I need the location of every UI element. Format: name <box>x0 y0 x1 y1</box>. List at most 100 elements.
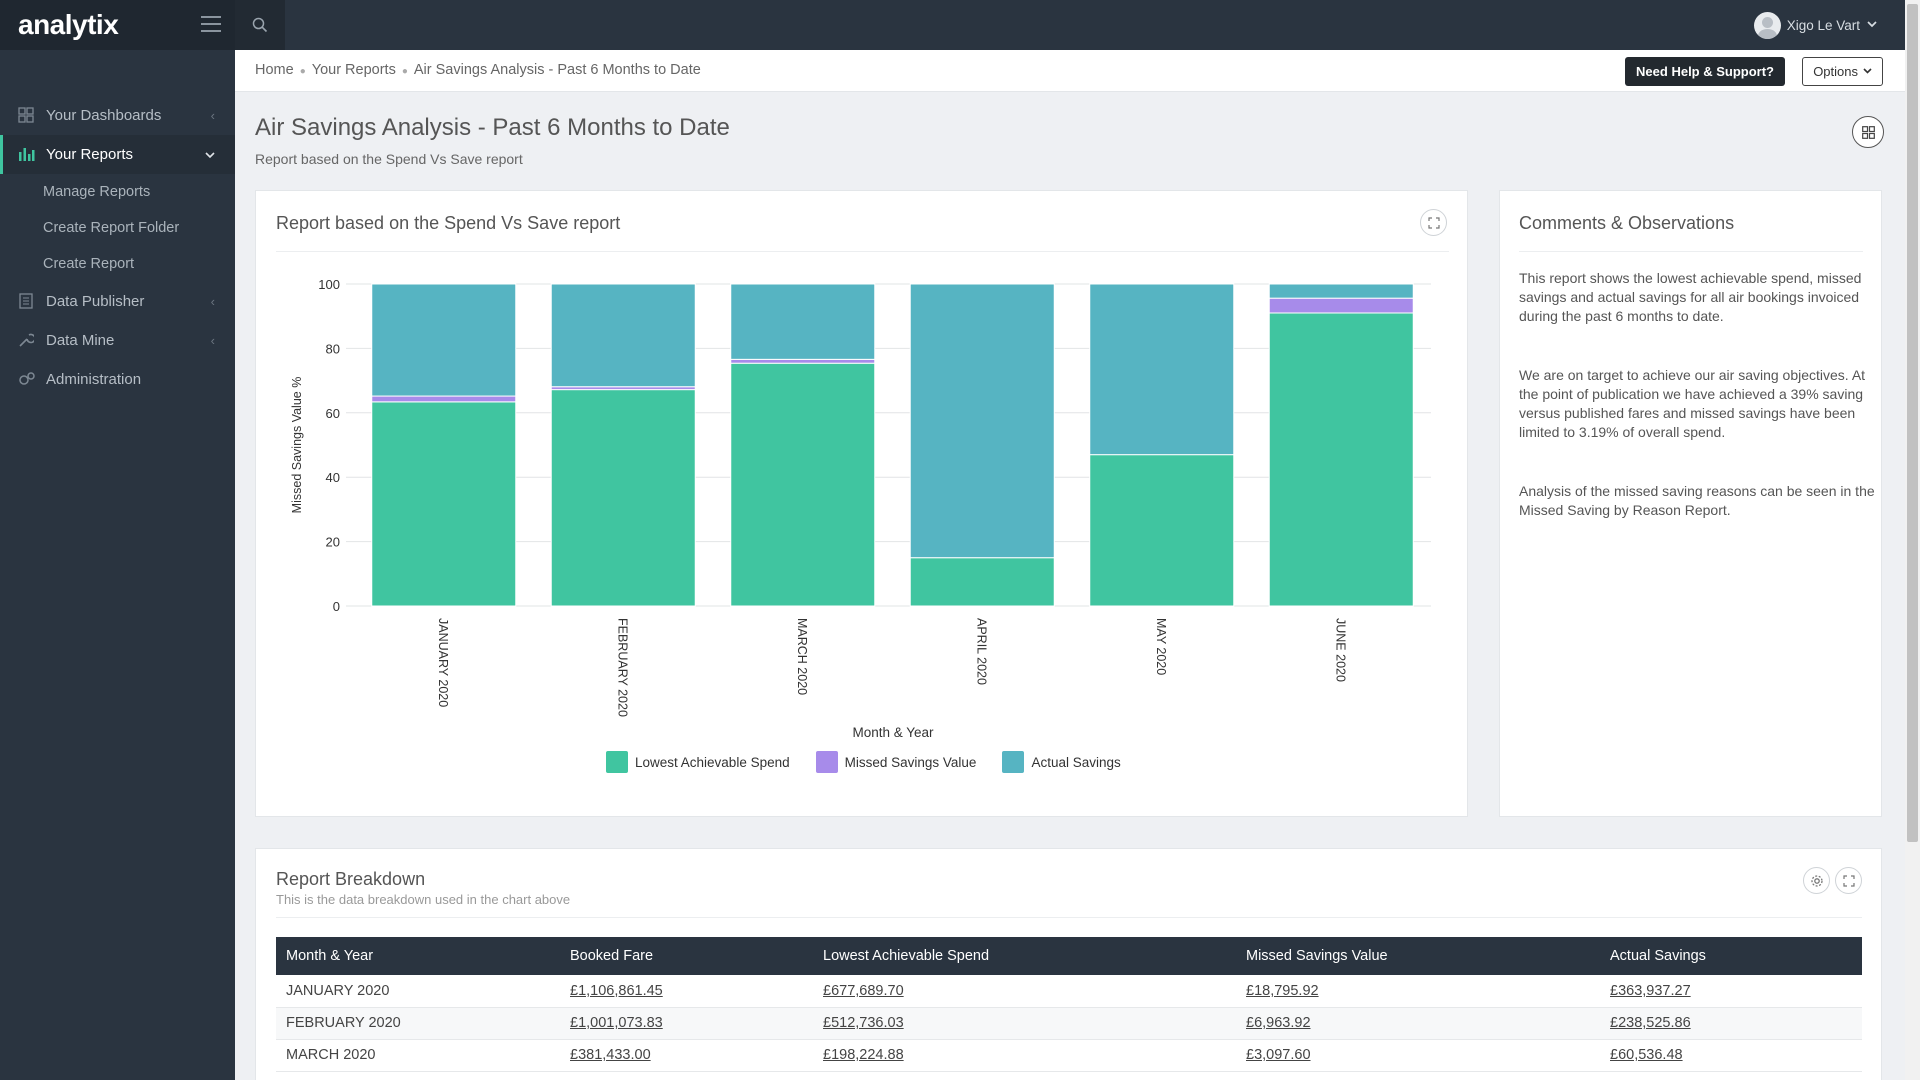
table-header-row: Month & Year Booked Fare Lowest Achievab… <box>276 937 1862 975</box>
bar-segment <box>909 283 1055 559</box>
user-menu[interactable]: Xigo Le Vart <box>1753 12 1877 39</box>
sidebar-item-data-mine[interactable]: Data Mine ‹ <box>0 321 235 360</box>
sidebar-item-your-dashboards[interactable]: Your Dashboards ‹ <box>0 96 235 135</box>
table-row: FEBRUARY 2020 £1,001,073.83 £512,736.03 … <box>276 1007 1862 1040</box>
page-scrollbar[interactable] <box>1905 0 1920 1080</box>
breadcrumb-current: Air Savings Analysis - Past 6 Months to … <box>413 62 701 78</box>
legend-item[interactable]: Actual Savings <box>1002 751 1121 773</box>
top-bar: Xigo Le Vart <box>235 0 1905 50</box>
comment-paragraph: This report shows the lowest achievable … <box>1519 270 1862 324</box>
x-tick-label: JANUARY 2020 <box>436 618 450 707</box>
breadcrumb-your-reports[interactable]: Your Reports <box>311 62 396 78</box>
panel-divider <box>276 917 1862 918</box>
chevron-left-icon: ‹ <box>210 294 215 309</box>
legend-label: Missed Savings Value <box>844 754 977 770</box>
legend-label: Actual Savings <box>1031 754 1121 770</box>
legend-item[interactable]: Missed Savings Value <box>815 751 977 773</box>
y-tick-label: 80 <box>326 341 340 356</box>
legend-swatch <box>815 751 838 773</box>
sidebar-nav: Your Dashboards ‹ Your Reports Manage Re… <box>0 96 235 399</box>
options-button[interactable]: Options <box>1802 57 1883 86</box>
scrollbar-thumb[interactable] <box>1907 4 1918 842</box>
sidebar-subitem-create-report-folder[interactable]: Create Report Folder <box>43 220 180 236</box>
search-icon <box>252 17 268 33</box>
expand-icon <box>1427 216 1440 229</box>
table-cell-link[interactable]: £1,106,861.45 <box>560 975 813 1008</box>
column-header[interactable]: Missed Savings Value <box>1236 937 1600 975</box>
table-cell-link[interactable]: £6,963.92 <box>1236 1007 1600 1040</box>
breadcrumb-separator: ● <box>299 66 306 77</box>
breakdown-table: Month & Year Booked Fare Lowest Achievab… <box>276 937 1862 1072</box>
comments-text: This report shows the lowest achievable … <box>1519 269 1879 560</box>
breadcrumb-home[interactable]: Home <box>255 62 294 78</box>
wrench-icon <box>18 332 36 350</box>
bar-segment <box>371 401 517 607</box>
user-name: Xigo Le Vart <box>1786 18 1860 33</box>
table-cell-link[interactable]: £238,525.86 <box>1600 1007 1862 1040</box>
expand-table-button[interactable] <box>1835 867 1862 894</box>
table-cell: JANUARY 2020 <box>276 975 560 1008</box>
y-tick-label: 40 <box>326 470 340 485</box>
expand-chart-button[interactable] <box>1420 209 1447 236</box>
chevron-left-icon: ‹ <box>210 108 215 123</box>
table-cell: MARCH 2020 <box>276 1039 560 1072</box>
sidebar-subitem-create-report[interactable]: Create Report <box>43 256 135 272</box>
panel-divider <box>1519 251 1863 252</box>
breadcrumb-separator: ● <box>401 66 408 77</box>
stacked-bar-chart: 0 20 40 60 80 100 JANUARY 2020 FEBRUARY 2020 MAR… <box>290 277 1431 740</box>
column-header[interactable]: Booked Fare <box>560 937 813 975</box>
bar-segment <box>1268 297 1414 314</box>
sidebar-item-data-publisher[interactable]: Data Publisher ‹ <box>0 282 235 321</box>
x-tick-label: FEBRUARY 2020 <box>615 618 629 717</box>
table-cell-link[interactable]: £512,736.03 <box>813 1007 1236 1040</box>
cogs-icon <box>18 371 36 389</box>
table-cell-link[interactable]: £60,536.48 <box>1600 1039 1862 1072</box>
y-tick-label: 0 <box>333 599 340 614</box>
bar-segment <box>550 283 696 388</box>
table-cell-link[interactable]: £363,937.27 <box>1600 975 1862 1008</box>
chart-panel: Report based on the Spend Vs Save report… <box>255 190 1468 817</box>
sidebar-item-your-reports[interactable]: Your Reports <box>0 135 235 174</box>
sidebar-subitem-manage-reports[interactable]: Manage Reports <box>43 184 151 200</box>
bar-segment <box>371 283 517 397</box>
chart-panel-title: Report based on the Spend Vs Save report <box>276 213 621 233</box>
panel-divider <box>276 251 1449 252</box>
settings-button[interactable] <box>1803 867 1830 894</box>
sidebar-item-administration[interactable]: Administration <box>0 360 235 399</box>
chevron-down-icon <box>205 147 215 162</box>
x-axis-label: Month & Year <box>852 725 934 740</box>
brand-bar: analytix <box>0 0 235 50</box>
sidebar-item-label: Data Publisher <box>46 293 145 310</box>
search-button[interactable] <box>235 0 285 50</box>
bar-segment <box>909 557 1055 607</box>
table-cell: FEBRUARY 2020 <box>276 1007 560 1040</box>
help-support-button[interactable]: Need Help & Support? <box>1625 57 1785 86</box>
sidebar: analytix Your Dashboards ‹ Your Reports … <box>0 0 235 1080</box>
expand-icon <box>1842 874 1855 887</box>
hamburger-menu-icon[interactable] <box>201 16 221 32</box>
legend-swatch <box>1002 751 1025 773</box>
app-logo[interactable]: analytix <box>18 9 119 40</box>
bar-segment <box>730 358 876 364</box>
legend-item[interactable]: Lowest Achievable Spend <box>606 751 790 773</box>
column-header[interactable]: Month & Year <box>276 937 560 975</box>
table-row: JANUARY 2020 £1,106,861.45 £677,689.70 £… <box>276 975 1862 1008</box>
column-header[interactable]: Actual Savings <box>1600 937 1862 975</box>
book-icon <box>18 292 36 311</box>
table-cell-link[interactable]: £3,097.60 <box>1236 1039 1600 1072</box>
comments-panel: Comments & Observations This report show… <box>1499 190 1882 817</box>
layout-toggle-button[interactable] <box>1852 116 1884 148</box>
comment-paragraph: Analysis of the missed saving reasons ca… <box>1519 483 1875 518</box>
column-header[interactable]: Lowest Achievable Spend <box>813 937 1236 975</box>
legend-swatch <box>606 751 628 773</box>
sidebar-item-label: Data Mine <box>46 332 115 349</box>
table-cell-link[interactable]: £677,689.70 <box>813 975 1236 1008</box>
table-cell-link[interactable]: £1,001,073.83 <box>560 1007 813 1040</box>
table-cell-link[interactable]: £198,224.88 <box>813 1039 1236 1072</box>
table-cell-link[interactable]: £381,433.00 <box>560 1039 813 1072</box>
table-cell-link[interactable]: £18,795.92 <box>1236 975 1600 1008</box>
gear-icon <box>1810 874 1823 887</box>
chevron-down-icon <box>1863 66 1872 77</box>
x-tick-label: APRIL 2020 <box>974 618 988 685</box>
sidebar-item-label: Administration <box>46 371 142 388</box>
